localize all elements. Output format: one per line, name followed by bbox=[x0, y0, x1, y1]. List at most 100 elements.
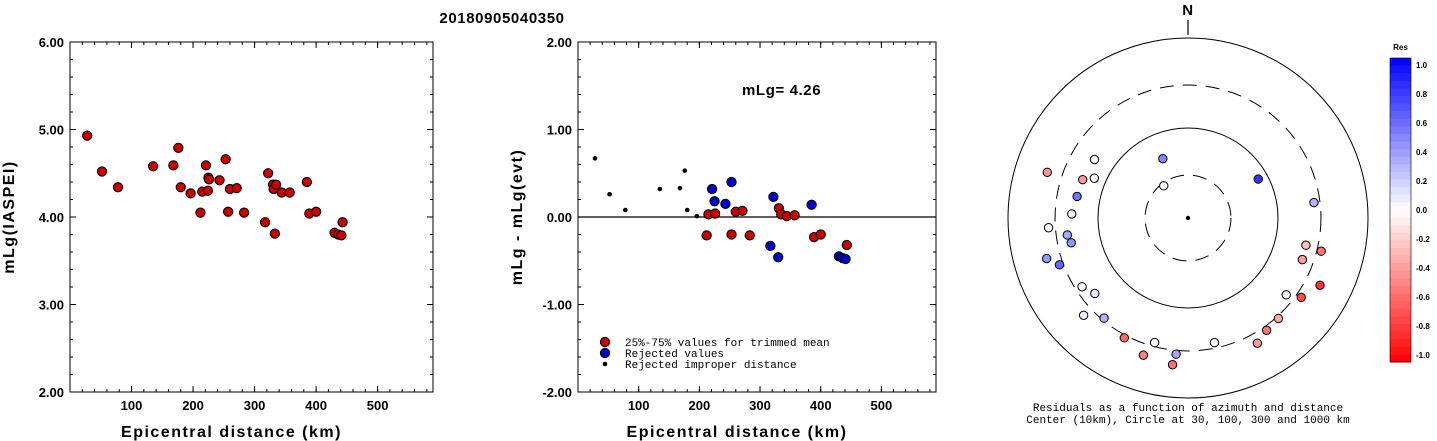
colorbar-segment bbox=[1390, 293, 1411, 302]
colorbar-segment bbox=[1390, 232, 1411, 241]
y-tick-label: 3.00 bbox=[39, 298, 64, 313]
data-point bbox=[841, 239, 852, 251]
y-tick-label: 2.00 bbox=[547, 35, 572, 50]
residual-vs-distance-plot: -2.00 -1.00 0.00 1.00 2.00 100 200 300 400 500 Epi… bbox=[509, 35, 937, 441]
data-point bbox=[310, 206, 322, 217]
colorbar-tick-label: 0.2 bbox=[1416, 177, 1428, 186]
colorbar-segment bbox=[1390, 172, 1411, 181]
x-tick-label: 400 bbox=[305, 398, 327, 413]
x-tick-label: 200 bbox=[182, 398, 204, 413]
residual-point bbox=[1273, 313, 1284, 324]
x-tick-label: 500 bbox=[367, 398, 389, 413]
data-point bbox=[262, 168, 274, 179]
data-point bbox=[301, 176, 313, 188]
colorbar-tick-label: 0.8 bbox=[1416, 90, 1428, 99]
data-point bbox=[789, 210, 800, 221]
residual-point bbox=[1315, 280, 1325, 290]
colorbar-segment bbox=[1390, 126, 1411, 135]
residual-point bbox=[1042, 167, 1052, 177]
improper-distance-point bbox=[607, 191, 612, 197]
y-tick-label: 2.00 bbox=[39, 385, 64, 400]
residual-point bbox=[1261, 325, 1272, 335]
data-point bbox=[231, 182, 242, 194]
data-point bbox=[709, 208, 721, 219]
improper-distance-point bbox=[657, 186, 663, 192]
improper-distance-point bbox=[682, 168, 688, 173]
colorbar-segment bbox=[1390, 354, 1411, 363]
y-tick-label: 5.00 bbox=[39, 123, 64, 138]
data-point bbox=[220, 154, 231, 165]
colorbar-segment bbox=[1390, 339, 1411, 348]
colorbar-segment bbox=[1390, 88, 1411, 97]
data-point bbox=[82, 130, 93, 141]
residual-point bbox=[1171, 349, 1181, 359]
y-axis-label: mLg(IASPEI) bbox=[1, 160, 18, 273]
data-point bbox=[175, 182, 186, 193]
data-point bbox=[200, 160, 212, 171]
data-point bbox=[726, 229, 737, 240]
residual-colorbar: Res 1.0 0.8 0.6 0.4 0.2 0.0 -0.2 -0.4 -0.6 -0.8 -1.… bbox=[1389, 43, 1430, 363]
colorbar-segment bbox=[1390, 164, 1411, 173]
colorbar-tick-label: -0.4 bbox=[1416, 264, 1430, 273]
data-point bbox=[701, 230, 712, 241]
colorbar-segment bbox=[1390, 103, 1411, 112]
x-tick-label: 500 bbox=[871, 398, 893, 413]
north-label: N bbox=[1182, 2, 1193, 19]
residual-point bbox=[1099, 313, 1109, 323]
colorbar-segment bbox=[1390, 134, 1411, 143]
legend-marker bbox=[599, 347, 611, 359]
legend-marker bbox=[599, 336, 611, 348]
rejected-point bbox=[709, 196, 720, 207]
colorbar-segment bbox=[1390, 179, 1411, 188]
distance-ring bbox=[1007, 37, 1369, 399]
colorbar-segment bbox=[1390, 248, 1411, 257]
plot-frame bbox=[69, 41, 434, 393]
magnitude-vs-distance-plot: 2.00 3.00 4.00 5.00 6.00 100 200 300 400 500 Epice… bbox=[1, 35, 434, 441]
rejected-point bbox=[765, 240, 776, 252]
rejected-point bbox=[726, 176, 737, 188]
improper-distance-point bbox=[694, 213, 700, 219]
residual-point bbox=[1077, 174, 1088, 185]
colorbar-segment bbox=[1390, 156, 1411, 165]
data-point bbox=[112, 182, 124, 193]
x-axis-label: Epicentral distance (km) bbox=[627, 424, 848, 441]
rejected-point bbox=[720, 198, 731, 210]
data-point bbox=[737, 205, 748, 217]
data-point bbox=[284, 187, 295, 198]
residual-point bbox=[1167, 360, 1178, 370]
rejected-point bbox=[706, 183, 718, 195]
data-point bbox=[270, 179, 282, 190]
colorbar-tick-label: 0.4 bbox=[1416, 148, 1428, 157]
colorbar-segment bbox=[1390, 141, 1411, 150]
colorbar-segment bbox=[1390, 210, 1411, 219]
data-point bbox=[259, 217, 271, 228]
colorbar-segment bbox=[1390, 324, 1411, 333]
colorbar-segment bbox=[1390, 278, 1411, 287]
data-point bbox=[203, 174, 215, 185]
residual-point bbox=[1067, 209, 1077, 219]
colorbar-segment bbox=[1390, 308, 1411, 317]
x-tick-label: 300 bbox=[749, 398, 771, 413]
x-tick-label: 200 bbox=[689, 398, 711, 413]
data-point bbox=[96, 166, 108, 177]
residual-point bbox=[1252, 338, 1263, 348]
x-tick-label: 300 bbox=[244, 398, 266, 413]
residual-point bbox=[1089, 154, 1100, 165]
residual-point bbox=[1078, 310, 1089, 321]
colorbar-segment bbox=[1390, 73, 1411, 82]
colorbar-frame bbox=[1389, 57, 1412, 363]
colorbar-segment bbox=[1390, 286, 1411, 295]
colorbar-segment bbox=[1390, 225, 1411, 234]
residual-point bbox=[1089, 173, 1100, 183]
colorbar-segment bbox=[1390, 255, 1411, 264]
colorbar-segment bbox=[1390, 301, 1411, 310]
residual-point bbox=[1209, 337, 1220, 348]
residual-point bbox=[1281, 290, 1291, 300]
residual-point bbox=[1072, 191, 1082, 202]
colorbar-tick-label: -0.8 bbox=[1416, 322, 1430, 331]
residual-point bbox=[1062, 230, 1073, 240]
residual-point bbox=[1043, 223, 1054, 233]
residual-point bbox=[1316, 246, 1326, 256]
colorbar-segment bbox=[1390, 346, 1411, 355]
